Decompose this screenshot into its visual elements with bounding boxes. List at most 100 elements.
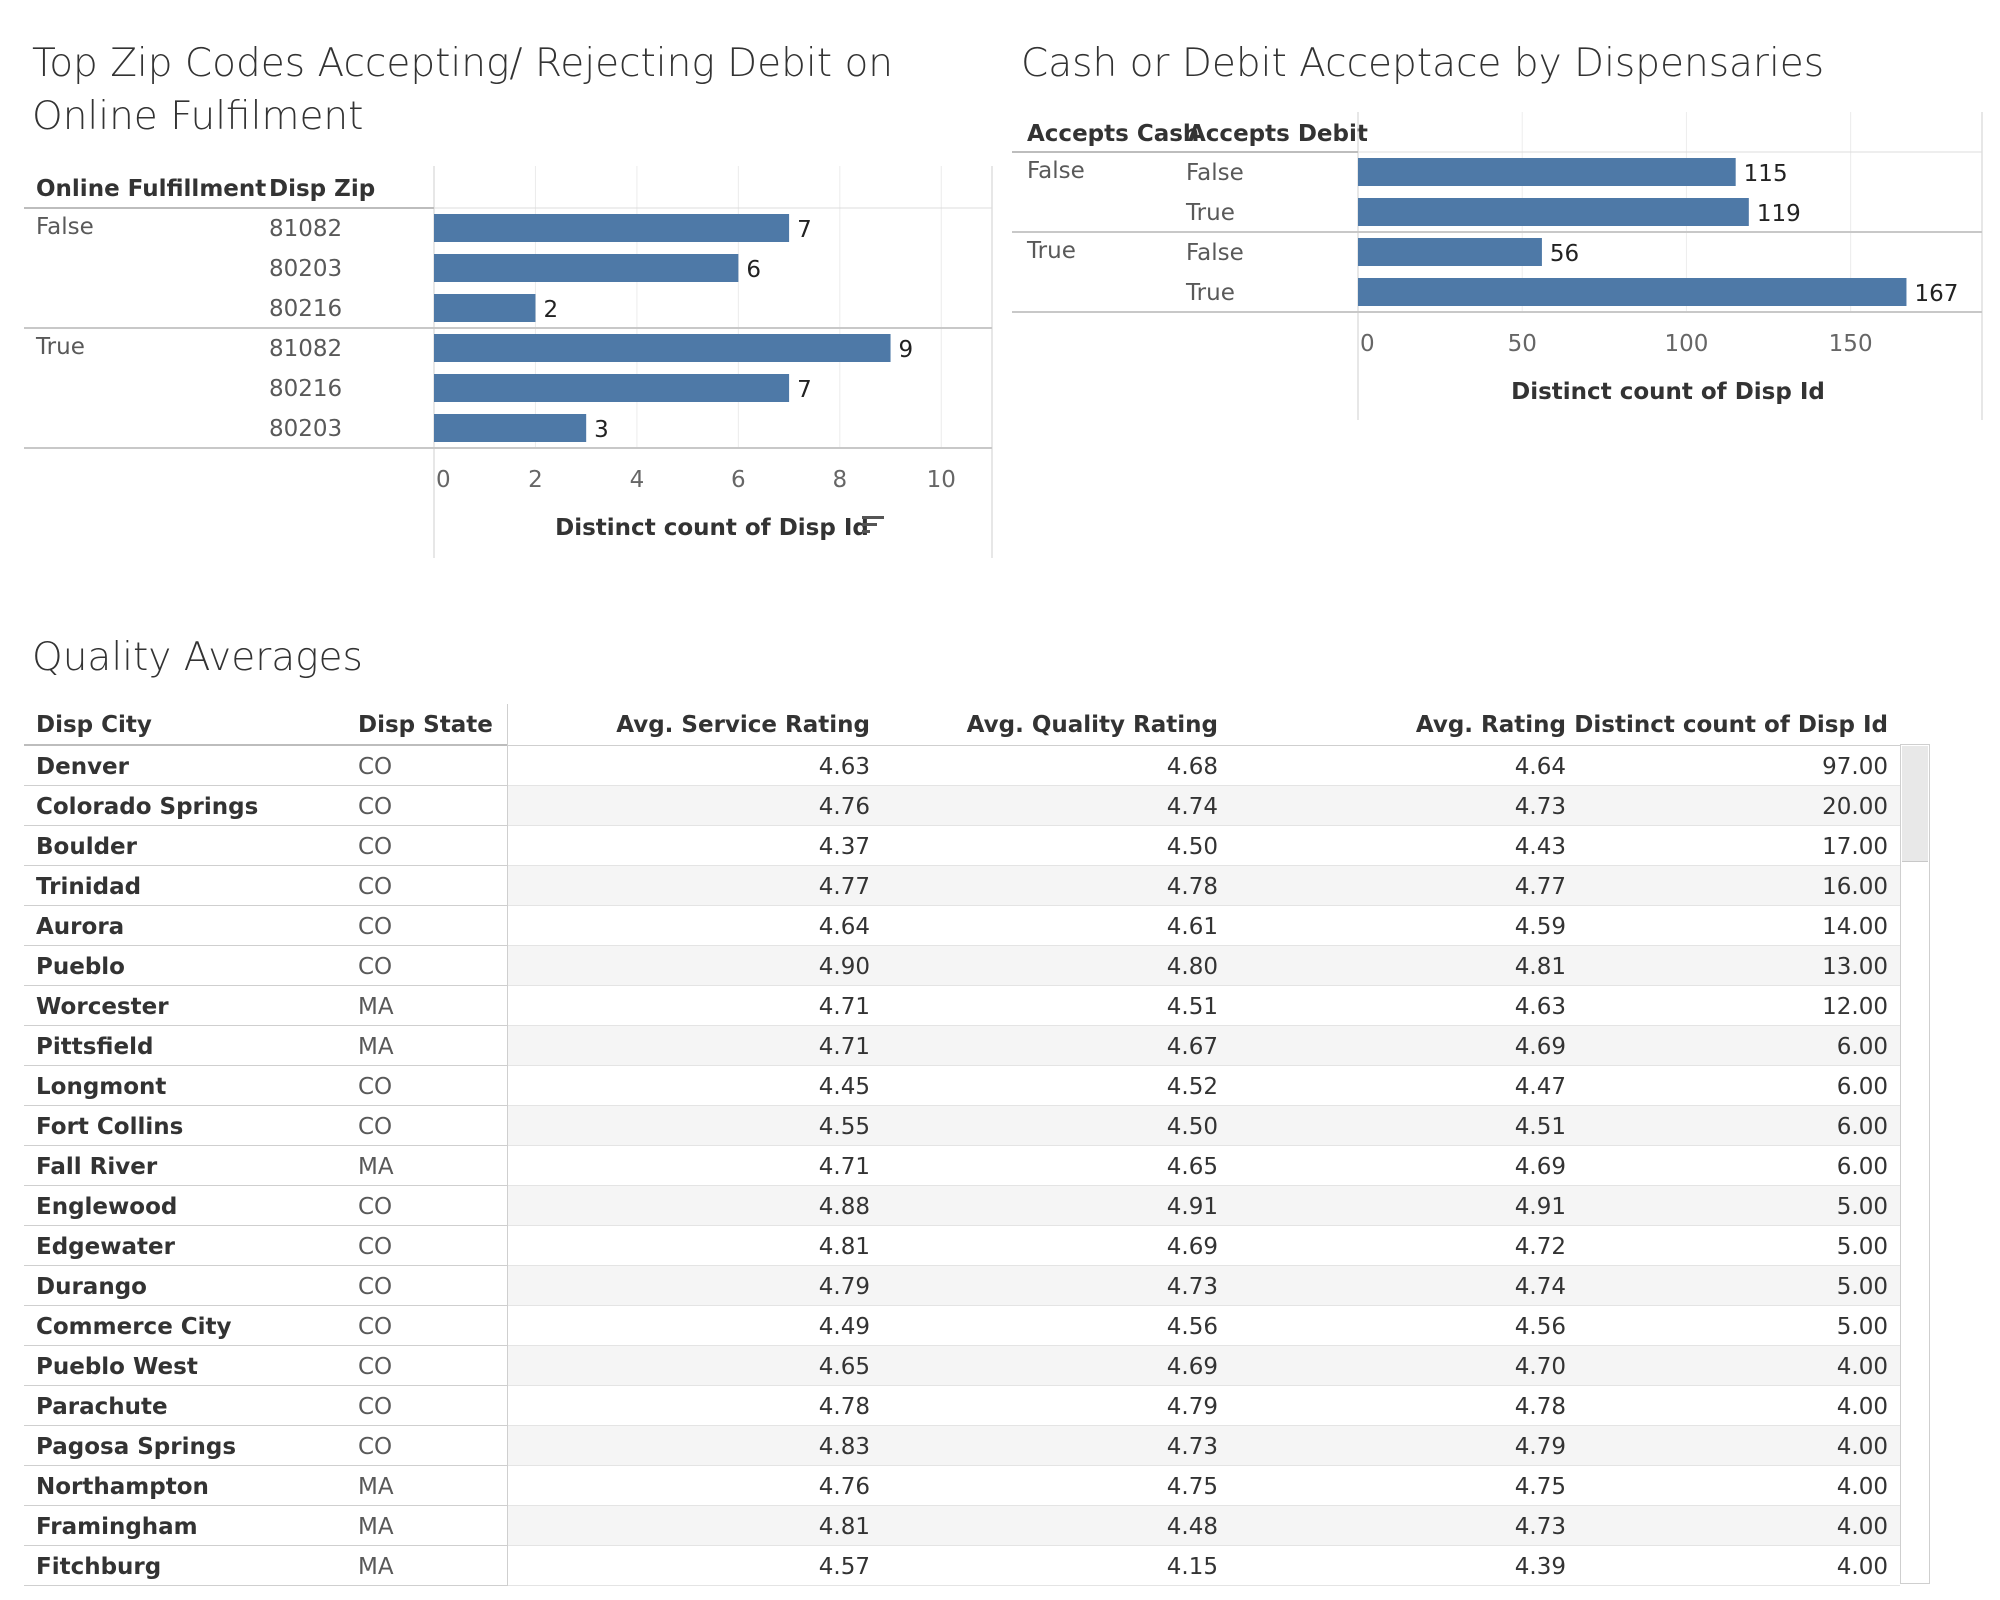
cell-state: CO <box>358 954 393 980</box>
chart2-title: Cash or Debit Acceptace by Dispensaries <box>1021 41 1825 86</box>
cell-quality-rating: 4.48 <box>1166 1514 1218 1540</box>
col-header-state: Disp State <box>358 712 493 738</box>
cell-quality-rating: 4.75 <box>1166 1474 1218 1500</box>
cell-state: MA <box>358 1034 394 1060</box>
cell-count: 4.00 <box>1836 1514 1888 1540</box>
col-header-count: Distinct count of Disp Id <box>1574 712 1888 738</box>
cell-quality-rating: 4.74 <box>1166 794 1218 820</box>
table-scrollbar[interactable] <box>1900 744 1930 1584</box>
cell-rating: 4.75 <box>1514 1474 1566 1500</box>
chart2-group-label: False <box>1027 158 1085 184</box>
chart1-tick-label: 4 <box>630 467 645 493</box>
cell-quality-rating: 4.51 <box>1166 994 1218 1020</box>
table-row: Fall River MA 4.71 4.65 4.69 6.00 <box>24 1146 1900 1186</box>
cell-city: Northampton <box>36 1474 209 1500</box>
cell-count: 20.00 <box>1822 794 1888 820</box>
table-row: Aurora CO 4.64 4.61 4.59 14.00 <box>24 906 1900 946</box>
cell-count: 4.00 <box>1836 1554 1888 1580</box>
chart2-bar <box>1358 198 1749 226</box>
cell-city: Parachute <box>36 1394 168 1420</box>
cell-city: Aurora <box>36 914 125 940</box>
row-divider <box>24 825 507 826</box>
chart2-data-label: 56 <box>1550 241 1579 267</box>
chart1-bar <box>434 374 790 402</box>
table-row: Commerce City CO 4.49 4.56 4.56 5.00 <box>24 1306 1900 1346</box>
cell-rating: 4.64 <box>1514 754 1566 780</box>
row-divider <box>24 1265 507 1266</box>
row-divider <box>24 1145 507 1146</box>
cell-service-rating: 4.45 <box>818 1074 870 1100</box>
row-divider-values <box>507 865 1900 866</box>
cell-state: CO <box>358 874 393 900</box>
cell-count: 5.00 <box>1836 1314 1888 1340</box>
chart2: False False 115 True 119 True False 56 True 167 0 5… <box>1012 112 1983 420</box>
cell-count: 97.00 <box>1822 754 1888 780</box>
table-row: Denver CO 4.63 4.68 4.64 97.00 <box>24 746 1900 786</box>
chart1-group-label: False <box>36 214 94 240</box>
cell-service-rating: 4.71 <box>818 1154 870 1180</box>
chart1-bar <box>434 414 587 442</box>
chart1-tick-label: 10 <box>927 467 956 493</box>
row-background <box>507 946 1900 986</box>
cell-service-rating: 4.88 <box>818 1194 870 1220</box>
row-divider <box>24 985 507 986</box>
chart2-data-label: 115 <box>1744 161 1788 187</box>
scrollbar-thumb[interactable] <box>1902 746 1928 862</box>
col-header-service: Avg. Service Rating <box>616 712 870 738</box>
cell-rating: 4.56 <box>1514 1314 1566 1340</box>
chart1-data-label: 3 <box>594 417 609 443</box>
table-row: Colorado Springs CO 4.76 4.74 4.73 20.00 <box>24 786 1900 826</box>
cell-city: Trinidad <box>36 874 142 900</box>
cell-service-rating: 4.65 <box>818 1354 870 1380</box>
cell-city: Fort Collins <box>36 1114 184 1140</box>
cell-rating: 4.79 <box>1514 1434 1566 1460</box>
row-background <box>507 1106 1900 1146</box>
chart2-tick-label: 150 <box>1829 331 1873 357</box>
cell-rating: 4.73 <box>1514 1514 1566 1540</box>
cell-quality-rating: 4.73 <box>1166 1434 1218 1460</box>
cell-city: Worcester <box>36 994 169 1020</box>
cell-quality-rating: 4.68 <box>1166 754 1218 780</box>
table-row: Pueblo West CO 4.65 4.69 4.70 4.00 <box>24 1346 1900 1386</box>
cell-quality-rating: 4.52 <box>1166 1074 1218 1100</box>
row-background <box>507 786 1900 826</box>
row-background <box>507 1026 1900 1066</box>
row-divider-values <box>507 1465 1900 1466</box>
cell-city: Boulder <box>36 834 137 860</box>
cell-quality-rating: 4.78 <box>1166 874 1218 900</box>
cell-service-rating: 4.37 <box>818 834 870 860</box>
table-title: Quality Averages <box>32 635 363 680</box>
row-divider <box>24 1305 507 1306</box>
row-divider <box>24 1065 507 1066</box>
cell-city: Fall River <box>36 1154 158 1180</box>
cell-count: 6.00 <box>1836 1034 1888 1060</box>
row-divider-values <box>507 1545 1900 1546</box>
row-divider-values <box>507 1065 1900 1066</box>
cell-count: 17.00 <box>1822 834 1888 860</box>
chart1-tick-label: 2 <box>528 467 543 493</box>
row-divider <box>24 1385 507 1386</box>
cell-state: CO <box>358 1394 393 1420</box>
chart1-group-label: True <box>35 334 85 360</box>
cell-rating: 4.78 <box>1514 1394 1566 1420</box>
row-divider <box>24 905 507 906</box>
table-row: Fort Collins CO 4.55 4.50 4.51 6.00 <box>24 1106 1900 1146</box>
cell-count: 6.00 <box>1836 1154 1888 1180</box>
sort-descending-icon <box>862 516 884 519</box>
chart2-x-axis-title: Distinct count of Disp Id <box>1511 379 1825 405</box>
table-row: Framingham MA 4.81 4.48 4.73 4.00 <box>24 1506 1900 1546</box>
cell-city: Pagosa Springs <box>36 1434 237 1460</box>
cell-count: 4.00 <box>1836 1474 1888 1500</box>
row-divider-values <box>507 1345 1900 1346</box>
cell-state: MA <box>358 1474 394 1500</box>
row-divider <box>24 945 507 946</box>
cell-state: MA <box>358 1514 394 1540</box>
row-divider <box>24 1545 507 1546</box>
table-row: Parachute CO 4.78 4.79 4.78 4.00 <box>24 1386 1900 1426</box>
cell-quality-rating: 4.67 <box>1166 1034 1218 1060</box>
cell-quality-rating: 4.80 <box>1166 954 1218 980</box>
table-row: Longmont CO 4.45 4.52 4.47 6.00 <box>24 1066 1900 1106</box>
cell-service-rating: 4.90 <box>818 954 870 980</box>
cell-city: Durango <box>36 1274 147 1300</box>
cell-state: CO <box>358 1434 393 1460</box>
